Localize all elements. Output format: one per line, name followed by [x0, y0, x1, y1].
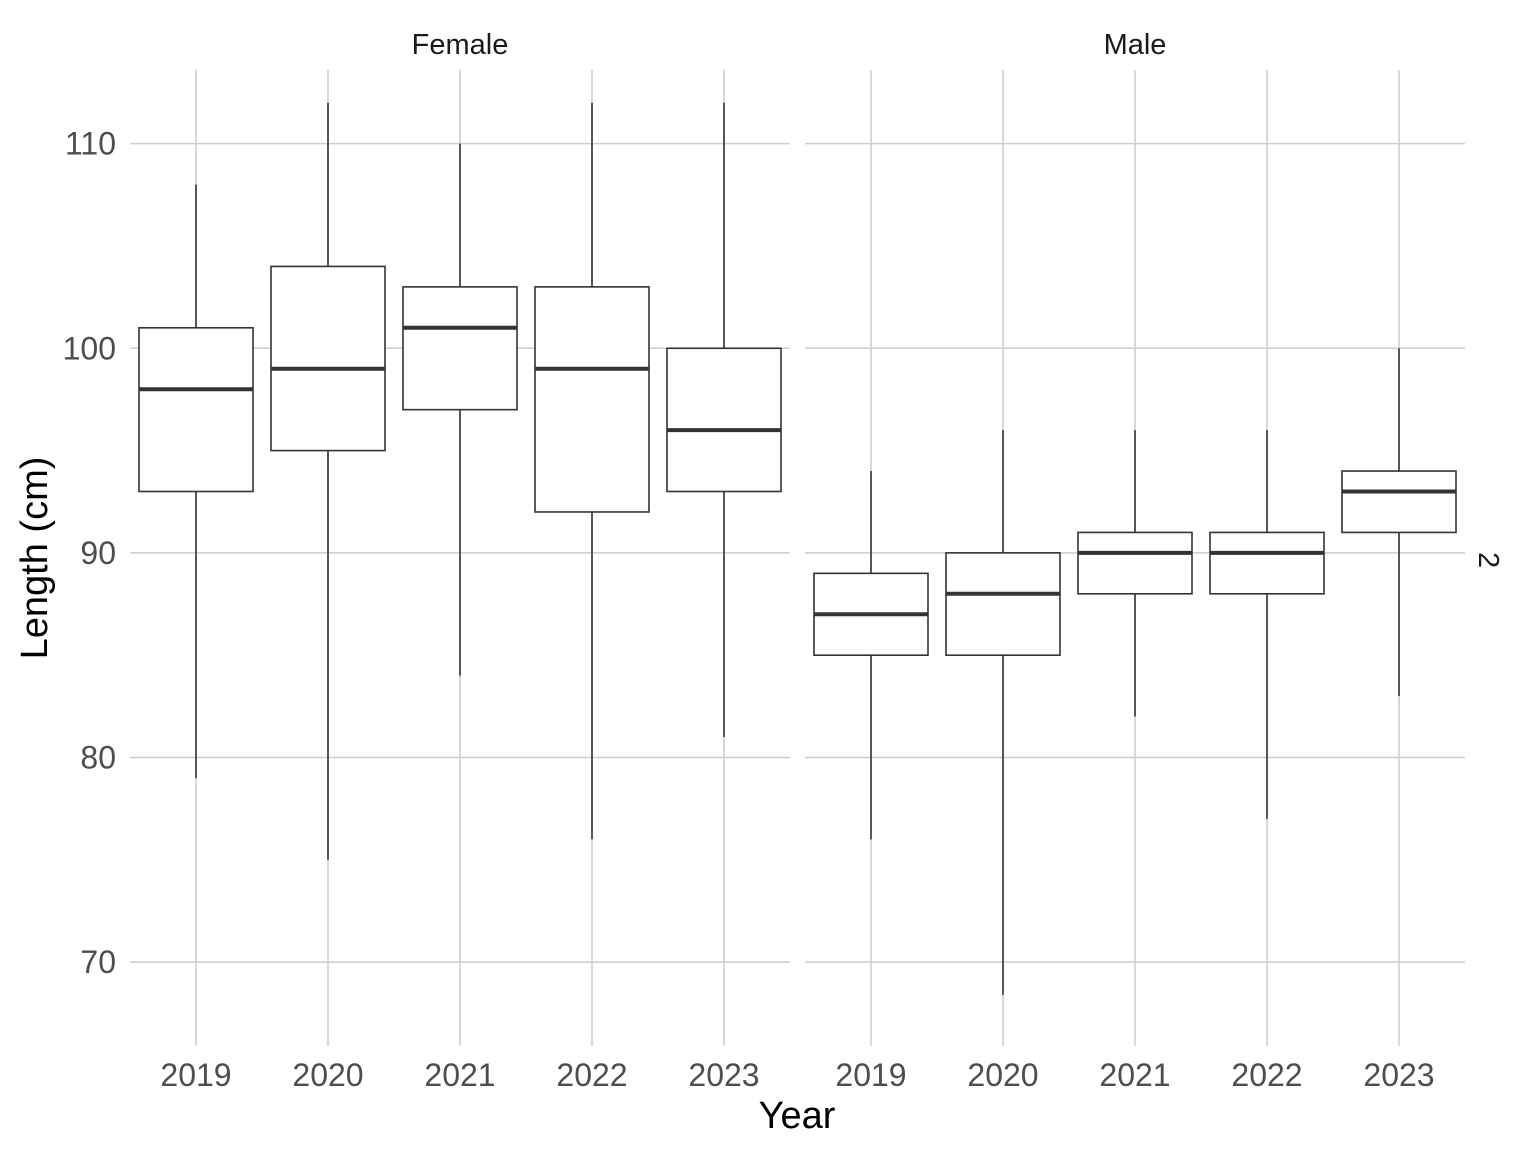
- box-2022: [534, 286, 650, 513]
- y-tick-label: 100: [63, 330, 116, 366]
- x-axis-title: Year: [759, 1095, 836, 1137]
- panel-male: Male 2019 2020 2021 2022 2023: [805, 29, 1465, 1093]
- x-tick-label: 2021: [1099, 1057, 1170, 1093]
- y-tick-label: 110: [65, 126, 116, 162]
- right-strip-label: 2: [1472, 552, 1504, 568]
- y-tick-label: 70: [80, 944, 116, 980]
- box-2021: [402, 286, 518, 411]
- x-tick-label: 2022: [1231, 1057, 1302, 1093]
- x-tick-label: 2022: [556, 1057, 627, 1093]
- x-tick-label: 2019: [160, 1057, 231, 1093]
- box-2023: [666, 347, 782, 493]
- facet-strip-label: Male: [1104, 29, 1167, 61]
- y-tick-label: 80: [80, 739, 116, 775]
- x-tick-label: 2019: [835, 1057, 906, 1093]
- y-tick-label: 90: [80, 535, 116, 571]
- x-tick-label: 2023: [688, 1057, 759, 1093]
- y-axis: 70 80 90 100 110: [63, 126, 116, 980]
- x-tick-label: 2021: [424, 1057, 495, 1093]
- box-2021: [1077, 531, 1193, 595]
- box-2019: [138, 327, 254, 493]
- x-tick-label: 2023: [1363, 1057, 1434, 1093]
- panel-female: Female 2019 2020 2021 2022 2023: [130, 29, 790, 1093]
- x-tick-label: 2020: [967, 1057, 1038, 1093]
- box-2022: [1209, 531, 1325, 595]
- y-axis-title: Length (cm): [14, 457, 56, 660]
- x-tick-label: 2020: [292, 1057, 363, 1093]
- box-2020: [270, 265, 386, 452]
- facet-strip-label: Female: [412, 29, 509, 61]
- box-2020: [945, 552, 1061, 656]
- panels-group: Female 2019 2020 2021 2022 2023 Male 2019 2020 20…: [130, 29, 1465, 1093]
- box-2023: [1341, 470, 1457, 534]
